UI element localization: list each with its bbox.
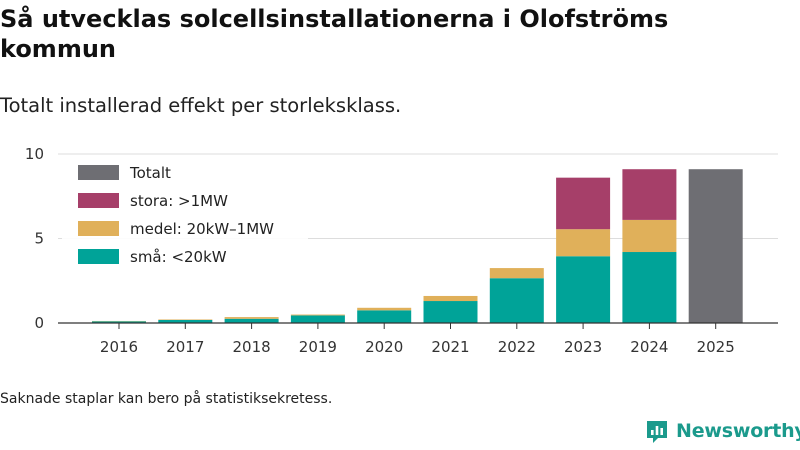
legend-label: medel: 20kW–1MW bbox=[130, 220, 274, 238]
x-tick-label: 2022 bbox=[498, 338, 536, 356]
legend-label: Totalt bbox=[129, 164, 171, 182]
chart-subtitle: Totalt installerad effekt per storlekskl… bbox=[0, 94, 402, 117]
brand-logo: Newsworthy bbox=[644, 418, 800, 444]
bar-segment bbox=[158, 319, 213, 320]
bar-segment bbox=[489, 278, 544, 323]
bar-segment bbox=[622, 219, 677, 253]
x-tick-label: 2017 bbox=[166, 338, 204, 356]
x-tick-label: 2016 bbox=[100, 338, 138, 356]
bar-segment bbox=[622, 252, 677, 323]
legend-swatch bbox=[78, 165, 119, 180]
x-tick-label: 2020 bbox=[365, 338, 403, 356]
legend-swatch bbox=[78, 221, 119, 236]
bar-segment bbox=[423, 295, 478, 302]
bar-segment bbox=[622, 169, 677, 220]
y-tick-label: 10 bbox=[25, 145, 44, 163]
bar-segment bbox=[423, 301, 478, 323]
bar-segment bbox=[224, 317, 279, 319]
bar-segment bbox=[290, 314, 345, 316]
legend-label: små: <20kW bbox=[130, 248, 227, 266]
y-tick-label: 0 bbox=[34, 314, 44, 332]
footnote: Saknade staplar kan bero på statistiksek… bbox=[0, 391, 333, 407]
x-tick-label: 2023 bbox=[564, 338, 602, 356]
stacked-bar-chart: 0 5 10 2016 2017 2018 2019 2020 2021 2022 2023 202… bbox=[25, 145, 778, 356]
chart-title: Så utvecklas solcellsinstallationerna i … bbox=[0, 5, 669, 63]
y-axis-ticks: 0 5 10 bbox=[25, 145, 44, 332]
x-tick-label: 2021 bbox=[431, 338, 469, 356]
x-axis-ticks: 2016 2017 2018 2019 2020 2021 2022 2023 2024 2025 bbox=[58, 322, 778, 356]
x-tick-label: 2024 bbox=[630, 338, 668, 356]
y-tick-label: 5 bbox=[34, 230, 44, 248]
bar-segment bbox=[158, 319, 213, 323]
bar-segment bbox=[290, 315, 345, 323]
legend: Totalt stora: >1MW medel: 20kW–1MW små: <20… bbox=[62, 158, 308, 276]
newsworthy-logo-icon bbox=[647, 421, 667, 443]
x-tick-label: 2018 bbox=[233, 338, 271, 356]
bar-segment bbox=[357, 310, 412, 323]
bar-segment bbox=[556, 177, 611, 230]
bar-segment bbox=[688, 169, 743, 323]
legend-swatch bbox=[78, 249, 119, 264]
legend-label: stora: >1MW bbox=[130, 192, 228, 210]
bar-segment bbox=[357, 307, 412, 311]
x-tick-label: 2019 bbox=[299, 338, 337, 356]
bar-segment bbox=[489, 268, 544, 279]
x-tick-label: 2025 bbox=[697, 338, 735, 356]
bar-segment bbox=[556, 229, 611, 257]
bar-segment bbox=[92, 321, 146, 323]
legend-swatch bbox=[78, 193, 119, 208]
bars bbox=[92, 169, 743, 323]
bar-segment bbox=[224, 318, 279, 323]
brand-name: Newsworthy bbox=[676, 420, 800, 442]
bar-segment bbox=[556, 256, 611, 323]
